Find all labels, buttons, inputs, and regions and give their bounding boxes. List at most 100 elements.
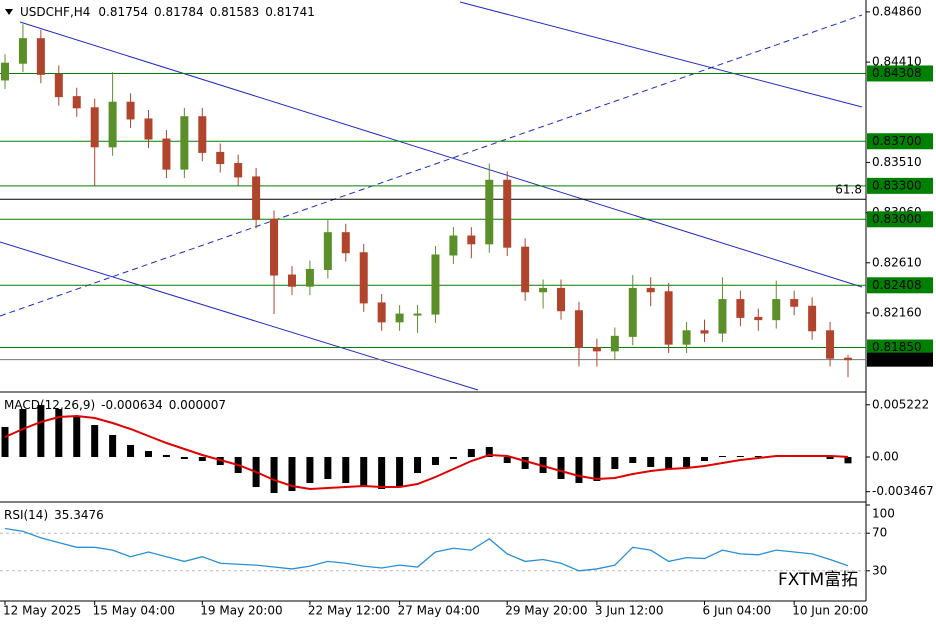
level-label: 0.84308 — [872, 66, 922, 80]
y-tick-label: -0.003467 — [872, 484, 934, 498]
level-label: 0.83300 — [872, 178, 922, 192]
low-value: 0.81583 — [210, 5, 260, 19]
macd-bar — [270, 457, 278, 493]
candle-body — [449, 235, 458, 256]
candle-body — [72, 96, 81, 109]
candle-body — [682, 330, 691, 345]
rsi-line — [4, 527, 849, 572]
candle-body — [162, 138, 171, 170]
level-label-box — [867, 65, 933, 82]
candle-body — [539, 287, 548, 293]
candle-body — [126, 101, 135, 120]
macd-bar — [683, 457, 691, 467]
candle-body — [521, 246, 530, 293]
macd-bar — [306, 457, 314, 483]
rsi-value: 35.3476 — [54, 508, 104, 522]
x-tick-label: 3 Jun 12:00 — [595, 604, 664, 618]
macd-bar — [557, 457, 565, 479]
high-value: 0.81784 — [154, 5, 204, 19]
candle-body — [664, 291, 673, 345]
macd-bar — [485, 447, 493, 457]
level-label: 0.83000 — [872, 212, 922, 226]
macd-bar — [503, 457, 511, 463]
candle-body — [754, 316, 763, 321]
macd-bar — [414, 457, 422, 473]
macd-bar — [55, 409, 63, 457]
candle-body — [610, 335, 619, 352]
candle-body — [790, 299, 799, 307]
level-label: 0.82408 — [872, 278, 922, 292]
candle-body — [431, 254, 440, 315]
candle-body — [287, 274, 296, 287]
candle-body — [700, 330, 709, 334]
macd-bar — [144, 451, 152, 457]
y-tick-label: 0.005222 — [872, 397, 929, 411]
macd-title: MACD(12,26,9) — [4, 398, 95, 412]
rsi-title: RSI(14) — [4, 508, 48, 522]
y-tick-label: 0.84410 — [872, 55, 922, 69]
y-tick-label: 0.84860 — [872, 4, 922, 18]
watermark: FXTM富拓 — [778, 570, 858, 590]
candle-body — [736, 299, 745, 318]
candle-body — [628, 287, 637, 337]
candle-body — [54, 73, 63, 98]
macd-bar — [521, 457, 529, 469]
macd-bar — [826, 457, 834, 459]
macd-bar — [288, 457, 296, 491]
y-tick-label: 0.82610 — [872, 255, 922, 269]
macd-bar — [109, 435, 117, 457]
x-tick-label: 15 May 04:00 — [93, 604, 175, 618]
level-label-box — [867, 339, 933, 356]
menu-triangle — [5, 9, 13, 15]
trend-line — [0, 14, 863, 317]
level-label-box — [867, 177, 933, 194]
macd-bar — [718, 456, 726, 457]
macd-bar — [665, 457, 673, 469]
macd-header: MACD(12,26,9) -0.000634 0.000007 — [4, 398, 226, 412]
candle-body — [18, 38, 27, 64]
candle-body — [646, 287, 655, 293]
candle-body — [574, 310, 583, 349]
plot-area: 0.848600.844100.835100.830600.826100.821… — [0, 4, 934, 618]
macd-bar — [342, 457, 350, 483]
macd-bar — [629, 457, 637, 463]
candle-body — [718, 299, 727, 334]
candle-body — [844, 357, 852, 361]
candle-body — [234, 163, 243, 178]
macd-bar — [647, 457, 655, 467]
macd-bar — [701, 457, 709, 461]
candle-body — [341, 232, 350, 254]
x-tick-label: 27 May 04:00 — [398, 604, 480, 618]
candle-body — [557, 287, 566, 312]
level-label-box — [867, 211, 933, 228]
macd-bar — [396, 457, 404, 487]
candle-body — [180, 116, 189, 170]
candle-body — [198, 116, 207, 153]
x-tick-label: 6 Jun 04:00 — [703, 604, 772, 618]
y-tick-label: 70 — [872, 526, 887, 540]
macd-value: -0.000634 — [101, 398, 163, 412]
macd-bar — [360, 457, 368, 487]
candle-body — [808, 305, 817, 332]
trend-line — [459, 1, 863, 108]
candle-body — [503, 179, 512, 248]
candle-body — [377, 302, 386, 323]
y-tick-label: 0.00 — [872, 450, 899, 464]
open-value: 0.81754 — [98, 5, 148, 19]
current-price-box — [867, 352, 933, 367]
level-label-box — [867, 277, 933, 294]
candle-body — [826, 330, 835, 359]
current-price-label: 0.81741 — [872, 352, 922, 366]
symbol: USDCHF,H4 — [20, 5, 90, 19]
candle-body — [1, 62, 9, 81]
macd-bar — [467, 449, 475, 457]
candle-body — [216, 151, 225, 165]
y-tick-label: 0.82160 — [872, 305, 922, 319]
macd-bar — [180, 457, 188, 459]
macd-bar — [37, 405, 45, 457]
macd-bar — [127, 445, 135, 457]
candle-body — [592, 347, 601, 352]
candle-body — [90, 107, 99, 148]
